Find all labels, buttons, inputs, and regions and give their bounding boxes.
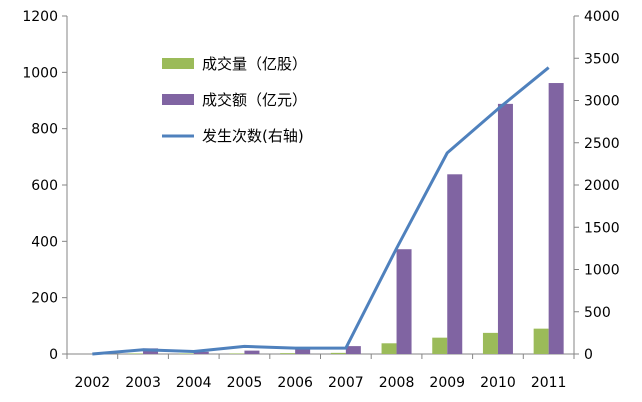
left-tick-label: 1200 [22, 9, 58, 25]
x-axis-ticks: 2002 2003 2004 2005 2006 2007 2008 2009 2010 2011 [66, 354, 575, 391]
x-tick-label: 2009 [429, 375, 465, 391]
x-tick-label: 2005 [227, 375, 263, 391]
left-tick-label: 400 [31, 234, 58, 250]
left-tick-label: 600 [31, 178, 58, 194]
left-tick-label: 0 [49, 347, 58, 363]
line-series [92, 66, 550, 356]
bar-amount [497, 103, 513, 354]
plot-area: 0 200 400 600 800 1000 1200 0 500 1000 1500 2000 25… [22, 9, 619, 391]
legend-label-amount: 成交额（亿元） [202, 91, 307, 109]
bar-volume [482, 332, 498, 354]
bar-amount [295, 348, 311, 354]
line-count [92, 66, 550, 356]
bar-amount [193, 351, 209, 354]
x-tick-label: 2002 [75, 375, 111, 391]
right-axis-ticks: 0 500 1000 1500 2000 2500 3000 3500 4000 [574, 9, 620, 363]
x-tick-label: 2008 [379, 375, 415, 391]
bar-volume [229, 353, 245, 354]
x-tick-label: 2004 [176, 375, 212, 391]
bar-volume [178, 353, 194, 354]
bar-amount [548, 83, 564, 354]
x-tick-label: 2007 [328, 375, 364, 391]
bar-series [128, 83, 564, 354]
right-tick-label: 3500 [584, 51, 620, 67]
x-tick-label: 2003 [125, 375, 161, 391]
right-tick-label: 3000 [584, 94, 620, 110]
right-tick-label: 2000 [584, 178, 620, 194]
legend-swatch-amount [162, 94, 194, 105]
legend: 成交量（亿股） 成交额（亿元） 发生次数(右轴) [162, 55, 307, 145]
bar-volume [533, 328, 549, 354]
right-tick-label: 1000 [584, 263, 620, 279]
bar-volume [280, 353, 296, 354]
left-tick-label: 200 [31, 291, 58, 307]
right-tick-label: 4000 [584, 9, 620, 25]
bar-volume [330, 352, 346, 354]
bar-amount [396, 249, 412, 354]
left-tick-label: 800 [31, 122, 58, 138]
legend-swatch-volume [162, 58, 194, 69]
bar-amount [244, 350, 260, 354]
x-tick-label: 2011 [531, 375, 567, 391]
x-tick-label: 2010 [480, 375, 516, 391]
bar-amount [345, 346, 361, 354]
bar-volume [432, 337, 448, 354]
bar-volume [128, 353, 144, 354]
legend-label-count: 发生次数(右轴) [202, 127, 304, 145]
right-tick-label: 500 [584, 305, 611, 321]
right-tick-label: 0 [584, 347, 593, 363]
bar-amount [447, 174, 463, 354]
legend-label-volume: 成交量（亿股） [202, 55, 307, 73]
left-axis-ticks: 0 200 400 600 800 1000 1200 [22, 9, 67, 363]
left-tick-label: 1000 [22, 65, 58, 81]
bar-volume [381, 343, 397, 354]
right-tick-label: 2500 [584, 136, 620, 152]
right-tick-label: 1500 [584, 220, 620, 236]
x-tick-label: 2006 [277, 375, 313, 391]
